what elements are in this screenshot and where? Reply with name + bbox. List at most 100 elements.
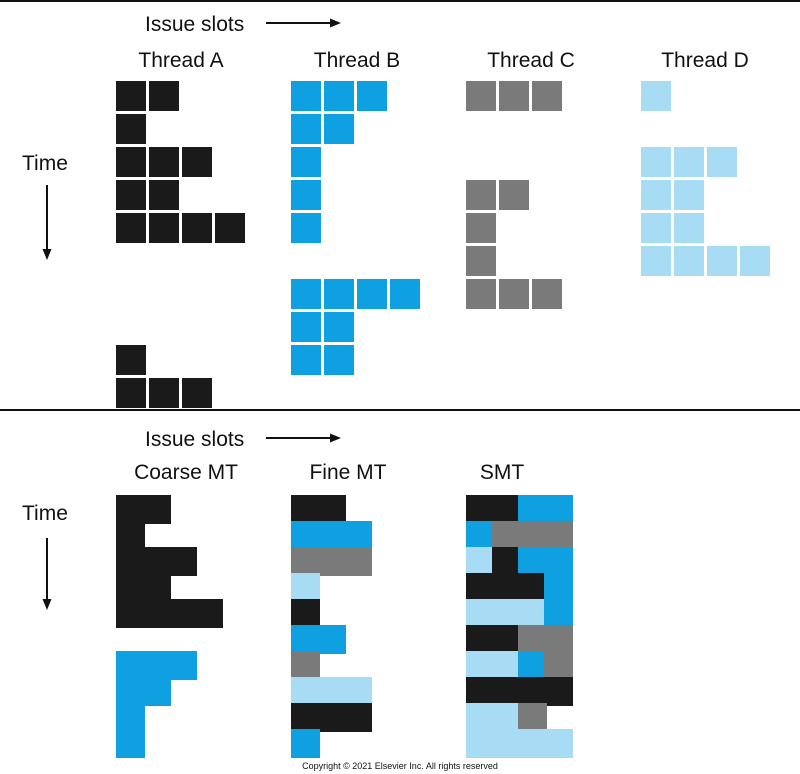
thread-a-slot-r2-c1 [116,114,146,144]
thread-a-slot-r4-c2 [149,180,179,210]
smt-slot-r10-c4 [544,729,573,758]
thread-d-slot-r3-c2 [674,147,704,177]
fine-mt-slot-r3-c3 [343,547,372,576]
smt-slot-r5-c4 [544,599,573,628]
fine-mt-slot-r2-c1 [291,521,320,550]
thread-b-slot-r1-c1 [291,81,321,111]
bottom-time-label: Time [22,502,68,525]
thread-c-grid [466,81,562,309]
thread-a-slot-r3-c1 [116,147,146,177]
coarse-mt-slot-r4-c1 [116,573,145,602]
coarse-mt-grid [116,495,223,758]
coarse-mt-title: Coarse MT [134,461,238,484]
thread-c-slot-r4-c2 [499,180,529,210]
thread-d-grid [641,81,770,276]
top-issue-slots-label: Issue slots [145,13,244,36]
thread-c-slot-r4-c1 [466,180,496,210]
bottom-time-arrow-icon [42,538,52,610]
bottom-issue-slots-label: Issue slots [145,428,244,451]
fine-mt-slot-r9-c3 [343,703,372,732]
thread-d-slot-r6-c4 [740,246,770,276]
fine-mt-slot-r9-c2 [317,703,346,732]
thread-a-slot-r1-c1 [116,81,146,111]
thread-a-slot-r9-c1 [116,345,146,375]
thread-d-slot-r3-c1 [641,147,671,177]
thread-d-slot-r6-c2 [674,246,704,276]
thread-b-slot-r7-c4 [390,279,420,309]
thread-a-slot-r5-c4 [215,213,245,243]
thread-d-slot-r4-c2 [674,180,704,210]
thread-b-slot-r8-c2 [324,312,354,342]
thread-c-slot-r7-c1 [466,279,496,309]
thread-c-title: Thread C [487,49,575,72]
smt-slot-r10-c1 [466,729,495,758]
thread-b-title: Thread B [314,49,400,72]
smt-slot-r3-c2 [492,547,521,576]
thread-b-slot-r2-c2 [324,114,354,144]
fine-mt-slot-r1-c1 [291,495,320,524]
thread-a-slot-r5-c1 [116,213,146,243]
thread-d-slot-r1-c1 [641,81,671,111]
smt-slot-r2-c3 [518,521,547,550]
thread-d-slot-r4-c1 [641,180,671,210]
coarse-mt-slot-r1-c2 [142,495,171,524]
coarse-mt-slot-r7-c1 [116,651,145,680]
thread-b-slot-r2-c1 [291,114,321,144]
thread-a-slot-r4-c1 [116,180,146,210]
fine-mt-slot-r9-c1 [291,703,320,732]
thread-b-slot-r9-c1 [291,345,321,375]
thread-b-slot-r8-c1 [291,312,321,342]
fine-mt-title: Fine MT [309,461,386,484]
thread-c-slot-r5-c1 [466,213,496,243]
smt-slot-r6-c2 [492,625,521,654]
smt-slot-r6-c1 [466,625,495,654]
thread-b-slot-r1-c2 [324,81,354,111]
fine-mt-slot-r5-c1 [291,599,320,628]
coarse-mt-slot-r3-c1 [116,547,145,576]
thread-a-slot-r5-c3 [182,213,212,243]
smt-slot-r9-c3 [518,703,547,732]
smt-grid [466,495,573,758]
smt-slot-r6-c4 [544,625,573,654]
thread-b-slot-r5-c1 [291,213,321,243]
fine-mt-slot-r1-c2 [317,495,346,524]
fine-mt-slot-r4-c1 [291,573,320,602]
coarse-mt-slot-r8-c2 [142,677,171,706]
thread-d-slot-r5-c2 [674,213,704,243]
thread-d-slot-r6-c3 [707,246,737,276]
thread-b-slot-r7-c2 [324,279,354,309]
thread-a-slot-r10-c1 [116,378,146,408]
fine-mt-slot-r8-c3 [343,677,372,706]
smt-slot-r1-c4 [544,495,573,524]
smt-slot-r8-c1 [466,677,495,706]
smt-slot-r5-c3 [518,599,547,628]
thread-b-grid [291,81,420,375]
smt-slot-r7-c1 [466,651,495,680]
coarse-mt-slot-r1-c1 [116,495,145,524]
coarse-mt-slot-r3-c3 [168,547,197,576]
thread-d-slot-r6-c1 [641,246,671,276]
coarse-mt-slot-r5-c2 [142,599,171,628]
thread-a-slot-r1-c2 [149,81,179,111]
fine-mt-slot-r8-c2 [317,677,346,706]
coarse-mt-slot-r4-c2 [142,573,171,602]
coarse-mt-slot-r5-c4 [194,599,223,628]
thread-a-slot-r3-c3 [182,147,212,177]
smt-slot-r8-c2 [492,677,521,706]
smt-slot-r7-c4 [544,651,573,680]
smt-slot-r5-c1 [466,599,495,628]
smt-slot-r2-c4 [544,521,573,550]
thread-a-slot-r5-c2 [149,213,179,243]
thread-c-slot-r1-c1 [466,81,496,111]
smt-slot-r3-c3 [518,547,547,576]
thread-c-slot-r1-c3 [532,81,562,111]
thread-c-slot-r7-c2 [499,279,529,309]
fine-mt-slot-r3-c2 [317,547,346,576]
coarse-mt-slot-r9-c1 [116,703,145,732]
smt-slot-r10-c3 [518,729,547,758]
smt-slot-r4-c4 [544,573,573,602]
smt-slot-r10-c2 [492,729,521,758]
top-issue-slots-arrow-icon [266,18,341,28]
thread-b-slot-r7-c3 [357,279,387,309]
